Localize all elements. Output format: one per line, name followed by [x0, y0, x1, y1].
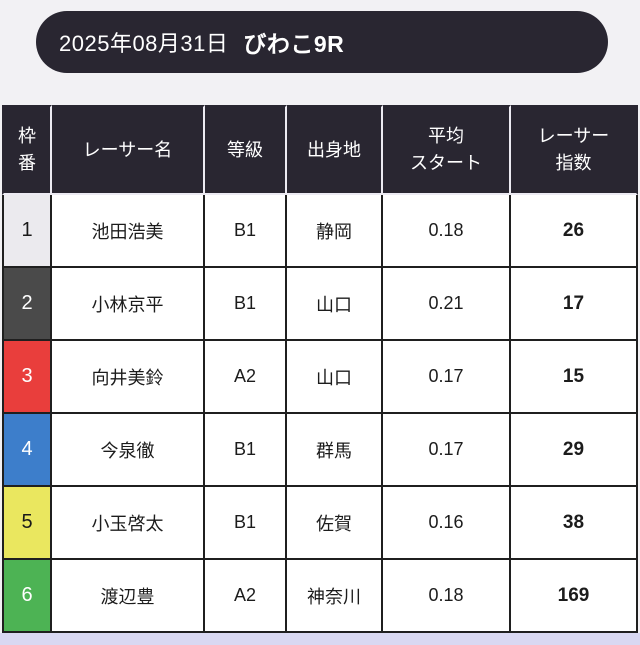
- table-row: 6 渡辺豊 A2 神奈川 0.18 169: [2, 560, 638, 633]
- grade-cell: A2: [205, 560, 287, 633]
- avg-start-cell: 0.17: [383, 341, 511, 414]
- bottom-strip: [0, 633, 640, 645]
- col-header-racer-index: レーサー 指数: [511, 105, 638, 195]
- table-row: 5 小玉啓太 B1 佐賀 0.16 38: [2, 487, 638, 560]
- racer-name-cell: 渡辺豊: [52, 560, 205, 633]
- racer-index-cell: 38: [511, 487, 638, 560]
- col-header-avg-start: 平均 スタート: [383, 105, 511, 195]
- origin-cell: 神奈川: [287, 560, 383, 633]
- racer-name-cell: 池田浩美: [52, 195, 205, 268]
- table-row: 2 小林京平 B1 山口 0.21 17: [2, 268, 638, 341]
- col-header-origin: 出身地: [287, 105, 383, 195]
- racer-index-cell: 15: [511, 341, 638, 414]
- avg-start-cell: 0.18: [383, 195, 511, 268]
- frame-number-cell: 1: [2, 195, 52, 268]
- racer-index-cell: 26: [511, 195, 638, 268]
- frame-number-cell: 4: [2, 414, 52, 487]
- racer-name-cell: 小玉啓太: [52, 487, 205, 560]
- origin-cell: 山口: [287, 341, 383, 414]
- frame-number-cell: 5: [2, 487, 52, 560]
- racer-table: 枠 番 レーサー名 等級 出身地 平均 スタート レーサー 指数 1 池田浩美 …: [2, 105, 638, 633]
- origin-cell: 佐賀: [287, 487, 383, 560]
- racer-name-cell: 向井美鈴: [52, 341, 205, 414]
- frame-number-cell: 3: [2, 341, 52, 414]
- grade-cell: B1: [205, 195, 287, 268]
- origin-cell: 山口: [287, 268, 383, 341]
- origin-cell: 群馬: [287, 414, 383, 487]
- grade-cell: A2: [205, 341, 287, 414]
- table-header-row: 枠 番 レーサー名 等級 出身地 平均 スタート レーサー 指数: [2, 105, 638, 195]
- col-header-racer-name: レーサー名: [52, 105, 205, 195]
- grade-cell: B1: [205, 268, 287, 341]
- avg-start-cell: 0.16: [383, 487, 511, 560]
- race-title-bar: 2025年08月31日 びわこ9R: [36, 11, 608, 73]
- col-header-grade: 等級: [205, 105, 287, 195]
- grade-cell: B1: [205, 487, 287, 560]
- avg-start-cell: 0.18: [383, 560, 511, 633]
- grade-cell: B1: [205, 414, 287, 487]
- table-row: 4 今泉徹 B1 群馬 0.17 29: [2, 414, 638, 487]
- origin-cell: 静岡: [287, 195, 383, 268]
- racer-index-cell: 169: [511, 560, 638, 633]
- race-name: びわこ9R: [243, 31, 345, 57]
- table-row: 1 池田浩美 B1 静岡 0.18 26: [2, 195, 638, 268]
- avg-start-cell: 0.21: [383, 268, 511, 341]
- race-date: 2025年08月31日: [59, 31, 229, 56]
- frame-number-cell: 2: [2, 268, 52, 341]
- racer-name-cell: 小林京平: [52, 268, 205, 341]
- avg-start-cell: 0.17: [383, 414, 511, 487]
- frame-number-cell: 6: [2, 560, 52, 633]
- racer-index-cell: 29: [511, 414, 638, 487]
- racer-index-cell: 17: [511, 268, 638, 341]
- table-row: 3 向井美鈴 A2 山口 0.17 15: [2, 341, 638, 414]
- col-header-frame-number: 枠 番: [2, 105, 52, 195]
- racer-name-cell: 今泉徹: [52, 414, 205, 487]
